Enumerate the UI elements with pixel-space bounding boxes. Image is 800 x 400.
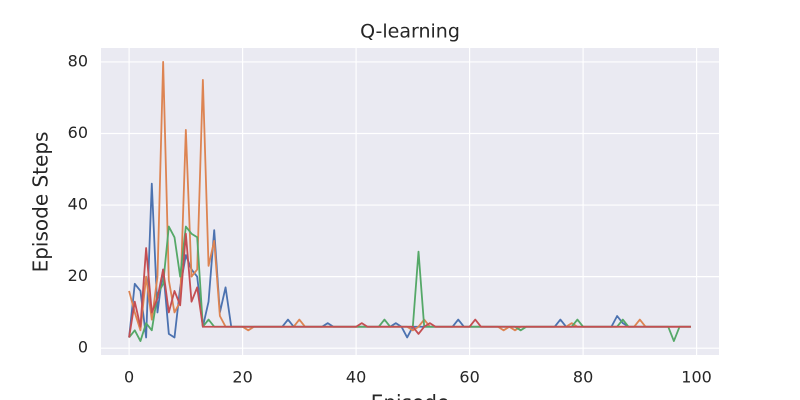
x-tick-label: 40 (346, 368, 366, 387)
y-tick-label: 20 (68, 266, 88, 285)
x-axis-label: Episode (371, 391, 450, 400)
x-tick-label: 60 (459, 368, 479, 387)
y-tick-label: 40 (68, 195, 88, 214)
y-tick-label: 60 (68, 123, 88, 142)
plot-area (101, 48, 719, 355)
x-tick-label: 80 (573, 368, 593, 387)
x-tick-label: 20 (232, 368, 252, 387)
series-line (128, 232, 691, 338)
y-tick-label: 80 (68, 51, 88, 70)
y-axis-label: Episode Steps (29, 132, 53, 273)
x-tick-label: 0 (124, 368, 134, 387)
chart-title: Q-learning (360, 21, 460, 43)
y-tick-label: 0 (78, 338, 88, 357)
x-tick-label: 100 (681, 368, 712, 387)
